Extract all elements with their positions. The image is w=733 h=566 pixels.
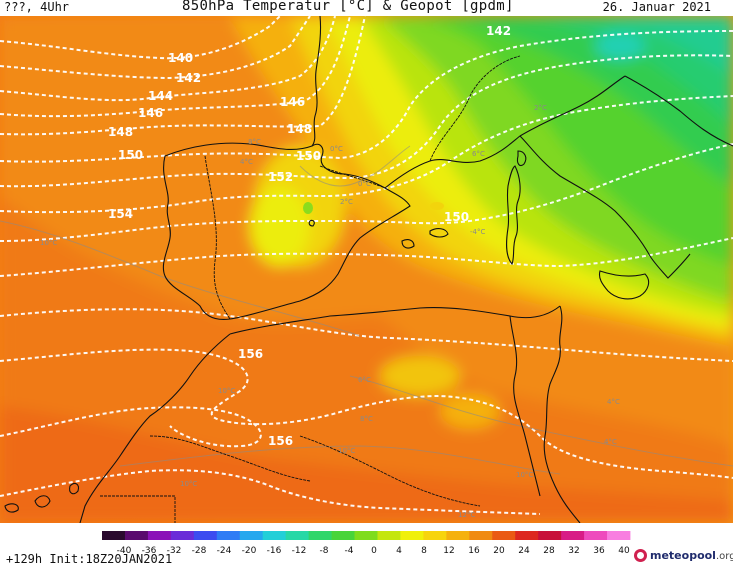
logo-tld: .org (715, 551, 733, 562)
color-swatch (538, 531, 562, 540)
color-scale: -40 -36 -32 -28 -24 -20 -16 -12 -8 -4 0 4 8 12 16 20 24 2… (102, 531, 631, 556)
isotherm-label: 10°C (180, 480, 197, 488)
contour-label: 156 (268, 434, 293, 448)
geopotential-contours (0, 16, 733, 515)
color-swatch (423, 531, 447, 540)
isotherm-label: 4°C (607, 398, 620, 406)
contour-label: 148 (108, 125, 133, 139)
contour-label: 146 (280, 95, 305, 109)
color-swatch (124, 531, 149, 540)
coastlines (4, 16, 733, 523)
color-swatch (469, 531, 493, 540)
color-scale-tick: -16 (267, 546, 282, 556)
isotherm-lines (0, 145, 733, 475)
color-scale-tick: 4 (396, 546, 402, 556)
color-scale-tick: -8 (320, 546, 329, 556)
isotherm-label: 10°C (516, 471, 533, 479)
color-scale-tick: -24 (217, 546, 232, 556)
map-title: 850hPa Temperatur [°C] & Geopot [gpdm] (182, 0, 514, 14)
color-scale-tick: 16 (468, 546, 480, 556)
color-swatch (170, 531, 195, 540)
color-scale-swatches (102, 531, 631, 540)
footer-bar: -40 -36 -32 -28 -24 -20 -16 -12 -8 -4 0 4 8 12 16 20 24 2… (0, 523, 733, 566)
isotherm-label: 0°C (330, 145, 343, 153)
isotherm-label: 6°C (358, 376, 371, 384)
color-scale-tick: -32 (167, 546, 182, 556)
color-scale-tick: -40 (117, 546, 132, 556)
color-swatch (102, 531, 126, 540)
contour-label-layer: 140 142 144 146 146 148 148 150 150 152 … (108, 24, 511, 448)
isotherm-label: 0°C (358, 180, 371, 188)
color-scale-tick: 36 (593, 546, 605, 556)
color-swatch (308, 531, 332, 540)
color-swatch (492, 531, 516, 540)
color-scale-tick: 20 (493, 546, 505, 556)
isotherm-label-layer: 10°C 10°C 0°C 2°C 0°C 8°C 4°C 6°C 10°C 8… (40, 104, 620, 519)
color-swatch (584, 531, 608, 540)
isotherm-label: 6°C (472, 150, 485, 158)
isotherm-label: 2°C (534, 104, 547, 112)
color-swatch (147, 531, 172, 540)
color-swatch (515, 531, 539, 540)
isotherm-label: 10°C (338, 447, 355, 455)
logo-name: meteopool (650, 549, 716, 562)
color-scale-tick: -12 (292, 546, 307, 556)
isotherm-label: 10°C (218, 387, 235, 395)
color-swatch (331, 531, 355, 540)
color-scale-tick: 12 (443, 546, 454, 556)
color-swatch (561, 531, 585, 540)
isotherm-label: 10°C (40, 239, 57, 247)
borders (100, 55, 521, 523)
color-scale-tick: 0 (371, 546, 377, 556)
color-swatch (285, 531, 310, 540)
contour-label: 154 (108, 207, 133, 221)
color-scale-tick: -28 (192, 546, 207, 556)
isotherm-label: 2°C (340, 198, 353, 206)
isotherm-label: 4°C (240, 158, 253, 166)
color-scale-tick: 24 (518, 546, 530, 556)
color-swatch (216, 531, 241, 540)
contour-label: 150 (444, 210, 469, 224)
color-swatch (193, 531, 218, 540)
forecast-date: 26. Januar 2021 (602, 0, 711, 14)
isotherm-label: -4°C (470, 228, 485, 236)
color-swatch (400, 531, 424, 540)
color-scale-ticks: -40 -36 -32 -28 -24 -20 -16 -12 -8 -4 0 4 8 12 16 20 24 2… (117, 546, 630, 556)
color-swatch (607, 531, 631, 540)
logo-icon (634, 549, 647, 562)
run-info: +129h Init:18Z20JAN2021 (6, 552, 173, 566)
color-scale-tick: -20 (242, 546, 257, 556)
meteopool-logo[interactable]: meteopool.org (634, 547, 733, 565)
header-bar: ???, 4Uhr 850hPa Temperatur [°C] & Geopo… (0, 0, 733, 16)
isotherm-label: 8°C (360, 415, 373, 423)
color-scale-tick: 40 (618, 546, 630, 556)
isotherm-label: 4°C (604, 438, 617, 446)
color-scale-tick: 32 (568, 546, 579, 556)
contour-label: 142 (486, 24, 511, 38)
contour-label: 156 (238, 347, 263, 361)
weather-map: 140 142 144 146 146 148 148 150 150 152 … (0, 16, 733, 523)
contour-label: 146 (138, 106, 163, 120)
contour-label: 152 (268, 170, 293, 184)
color-swatch (262, 531, 287, 540)
contour-label: 142 (176, 71, 201, 85)
contour-label: 148 (287, 122, 312, 136)
isotherm-label: 8°C (248, 138, 261, 146)
forecast-time-label: ???, 4Uhr (4, 0, 70, 14)
color-scale-tick: -4 (345, 546, 354, 556)
color-scale-tick: -36 (142, 546, 157, 556)
color-swatch (354, 531, 378, 540)
color-swatch (377, 531, 401, 540)
contour-label: 144 (148, 89, 173, 103)
contour-label: 150 (296, 149, 321, 163)
color-scale-tick: 8 (421, 546, 427, 556)
contour-label: 150 (118, 148, 143, 162)
color-swatch (446, 531, 470, 540)
color-scale-tick: 28 (543, 546, 555, 556)
isotherm-label: 12°C (458, 511, 475, 519)
contour-label: 140 (168, 51, 193, 65)
color-swatch (239, 531, 264, 540)
